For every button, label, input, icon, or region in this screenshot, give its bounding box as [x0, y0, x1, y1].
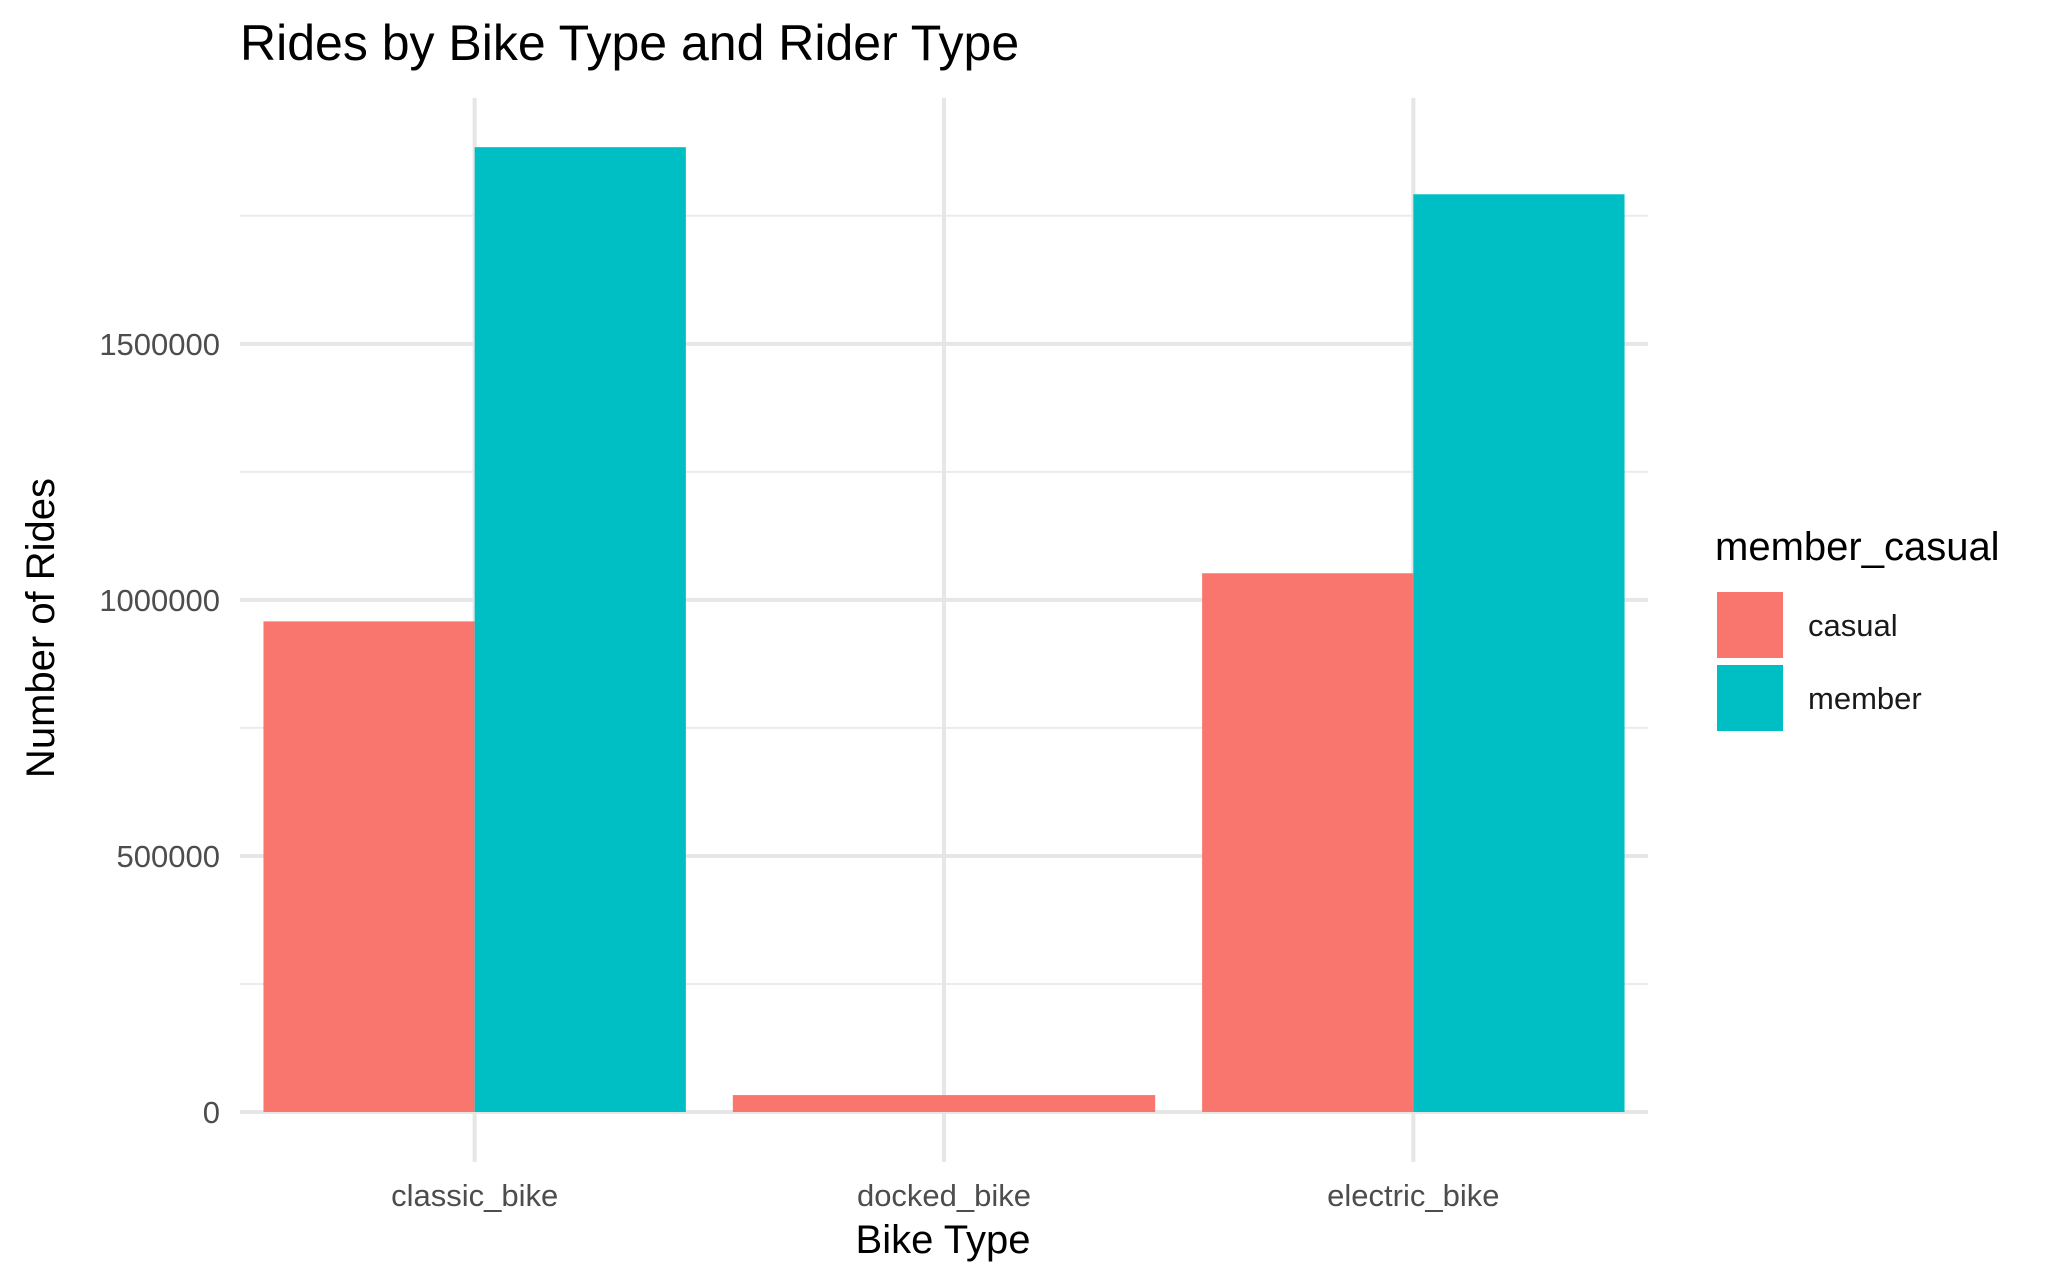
chart-title: Rides by Bike Type and Rider Type — [240, 15, 1019, 71]
bar-classic_bike-casual — [263, 621, 475, 1112]
y-tick-labels: 0 500000 1000000 1500000 — [99, 327, 220, 1130]
x-tick-label: classic_bike — [391, 1178, 558, 1213]
x-tick-label: electric_bike — [1327, 1178, 1499, 1213]
y-tick-label: 1000000 — [99, 583, 220, 618]
y-tick-label: 1500000 — [99, 327, 220, 362]
y-axis-title: Number of Rides — [19, 478, 63, 778]
y-tick-label: 0 — [203, 1095, 220, 1130]
legend: member_casual casual member — [1715, 525, 2000, 731]
bar-electric_bike-casual — [1202, 573, 1414, 1112]
x-tick-label: docked_bike — [857, 1178, 1031, 1213]
legend-swatch-member — [1717, 665, 1783, 731]
legend-label-casual: casual — [1808, 608, 1898, 643]
y-tick-label: 500000 — [117, 839, 220, 874]
bar-electric_bike-member — [1413, 194, 1625, 1112]
legend-swatch-casual — [1717, 592, 1783, 658]
legend-items: casual member — [1717, 592, 1922, 731]
legend-label-member: member — [1808, 681, 1922, 716]
x-tick-labels: classic_bike docked_bike electric_bike — [391, 1178, 1499, 1213]
bars — [263, 147, 1625, 1112]
bar-docked_bike-casual — [732, 1095, 1156, 1112]
bar-classic_bike-member — [474, 147, 686, 1112]
legend-title: member_casual — [1715, 525, 2000, 569]
x-axis-title: Bike Type — [856, 1218, 1031, 1262]
